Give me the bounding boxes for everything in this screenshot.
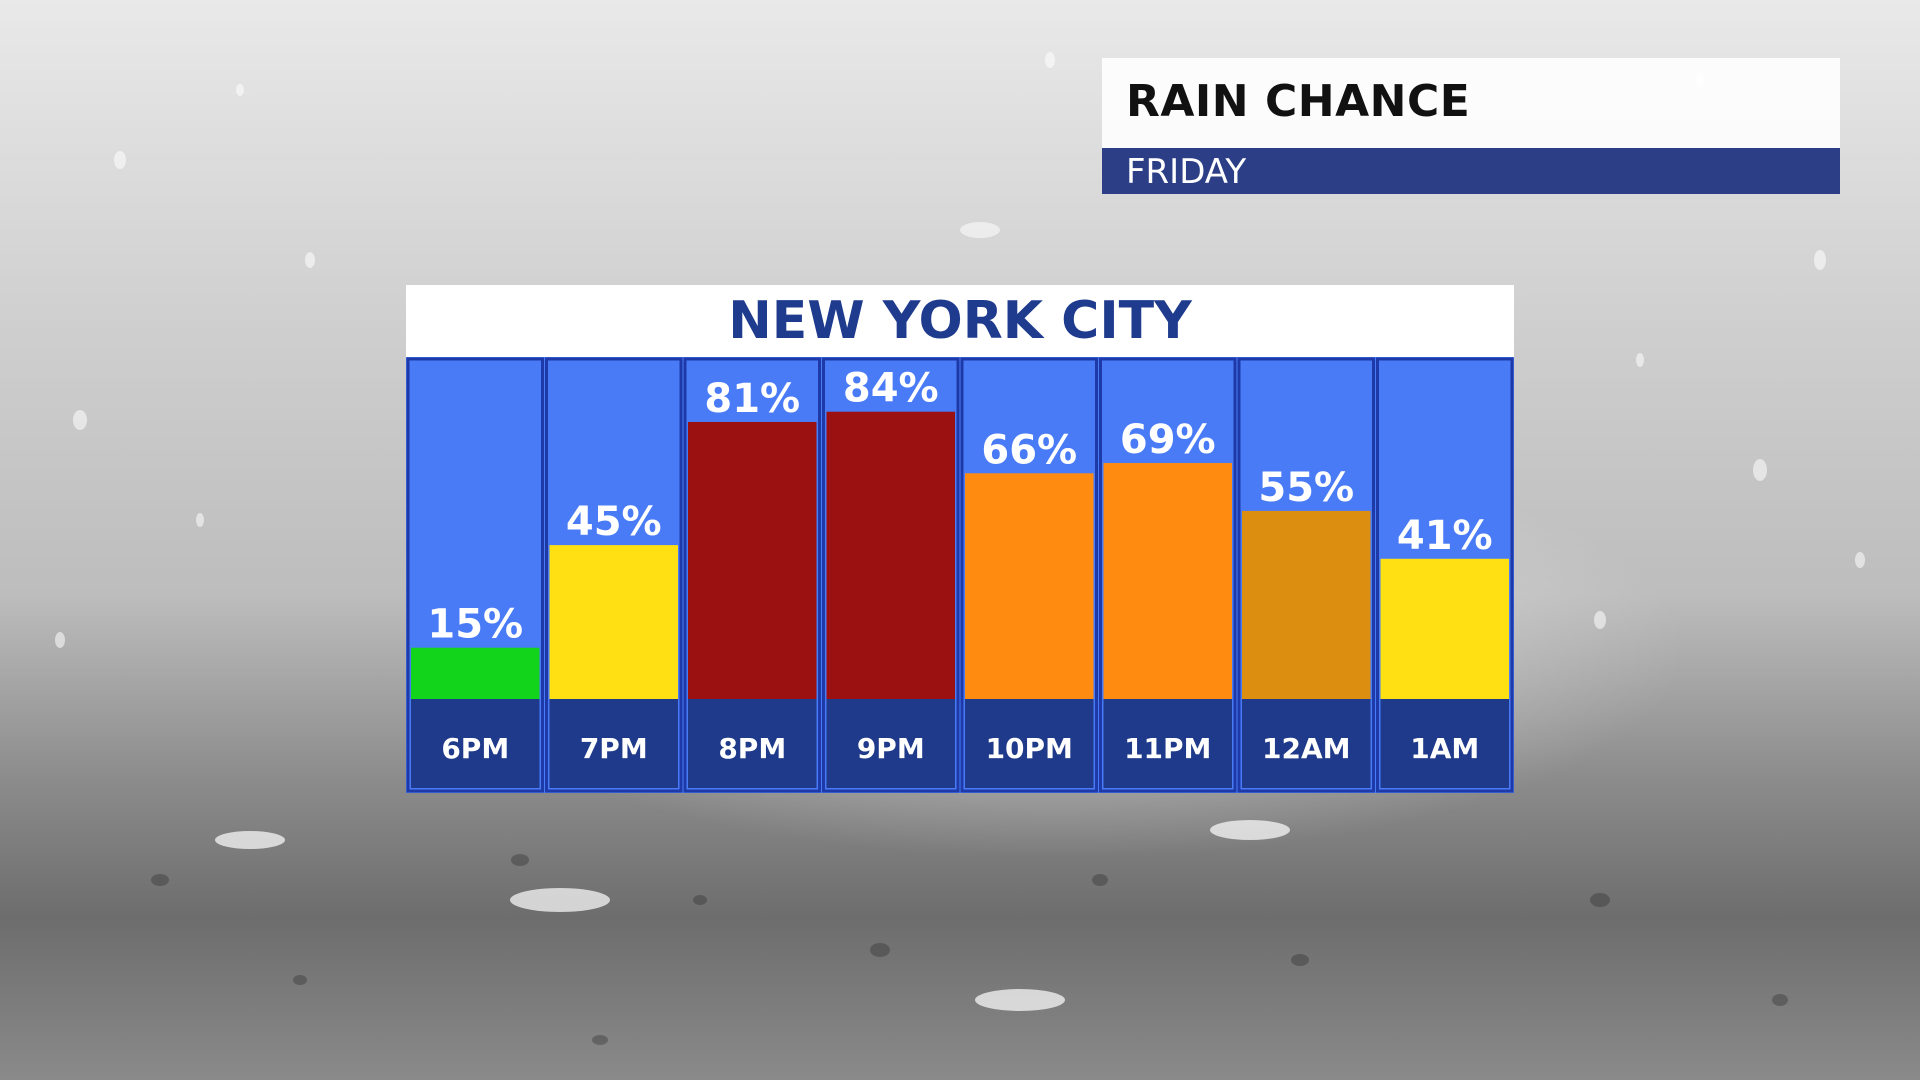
value-label: 15% — [427, 602, 523, 648]
hour-tick-label: 9PM — [857, 732, 925, 765]
hour-label-band — [688, 699, 817, 788]
subtitle-box: FRIDAY — [1102, 148, 1840, 194]
hour-label-band — [1380, 699, 1509, 788]
bar — [688, 421, 817, 699]
chart-title: RAIN CHANCE — [1126, 76, 1471, 127]
bar-chart: 15% 6PM 45% 7PM 81% 8PM 84% 9PM 66% 10PM 69% 11PM 55… — [406, 357, 1514, 793]
hour-label-band — [1242, 699, 1371, 788]
rain-chance-chart: NEW YORK CITY 15% 6PM 45% 7PM 81% 8PM 84% 9PM 66… — [406, 285, 1514, 793]
value-label: 84% — [843, 366, 939, 412]
column-9pm: 84% 9PM — [822, 357, 960, 793]
bar — [1103, 463, 1232, 699]
chart-subtitle: FRIDAY — [1126, 152, 1247, 192]
hour-label-band — [965, 699, 1094, 788]
bar — [965, 473, 1094, 699]
column-7pm: 45% 7PM — [545, 357, 683, 793]
hour-tick-label: 10PM — [986, 732, 1073, 765]
value-label: 69% — [1120, 417, 1216, 463]
bar — [1380, 558, 1509, 699]
column-10pm: 66% 10PM — [960, 357, 1098, 793]
column-8pm: 81% 8PM — [683, 357, 821, 793]
hour-label-band — [411, 699, 540, 788]
hour-tick-label: 1AM — [1410, 732, 1479, 765]
hour-label-band — [1103, 699, 1232, 788]
column-6pm: 15% 6PM — [406, 357, 544, 793]
city-name: NEW YORK CITY — [728, 291, 1192, 351]
bar — [826, 411, 955, 699]
column-11pm: 69% 11PM — [1099, 357, 1237, 793]
hour-tick-label: 7PM — [580, 732, 648, 765]
hour-tick-label: 6PM — [441, 732, 509, 765]
bar — [549, 545, 678, 699]
hour-tick-label: 8PM — [718, 732, 786, 765]
hour-label-band — [549, 699, 678, 788]
title-box: RAIN CHANCE — [1102, 58, 1840, 148]
value-label: 66% — [981, 427, 1077, 473]
column-1am: 41% 1AM — [1376, 357, 1514, 793]
city-header: NEW YORK CITY — [406, 285, 1514, 357]
hour-tick-label: 11PM — [1124, 732, 1211, 765]
hour-tick-label: 12AM — [1262, 732, 1351, 765]
hour-label-band — [826, 699, 955, 788]
value-label: 55% — [1258, 465, 1354, 511]
bar — [411, 647, 540, 699]
bar — [1242, 510, 1371, 699]
value-label: 41% — [1397, 513, 1493, 559]
value-label: 45% — [566, 499, 662, 545]
value-label: 81% — [704, 376, 800, 422]
title-panel: RAIN CHANCE FRIDAY — [1102, 58, 1840, 194]
column-12am: 55% 12AM — [1237, 357, 1375, 793]
